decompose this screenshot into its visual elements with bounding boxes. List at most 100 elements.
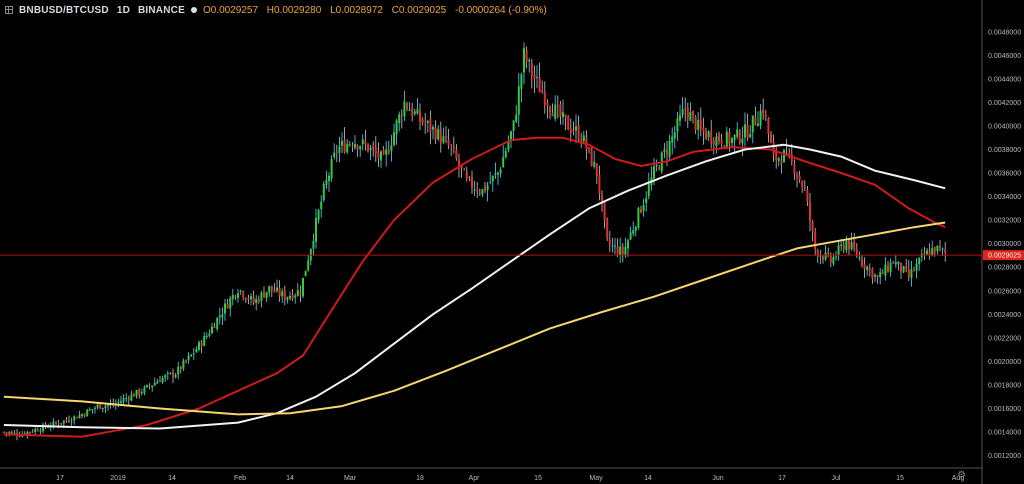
candle-body [140,392,143,394]
candle-body [879,272,882,278]
candle-body [528,60,531,62]
candle-body [437,128,440,140]
candle-body [291,294,294,299]
candle-body [390,145,393,152]
interval-label: 1D [116,4,130,16]
candle-body [536,76,538,78]
candle-body [39,430,42,432]
symbol-title[interactable]: BNBUSD/BTCUSD 1D BINANCE [19,5,185,16]
candle-body [406,103,408,109]
candle-body [265,291,268,299]
candle-body [356,145,359,150]
candle-body [244,298,247,300]
candle-body [411,107,414,116]
candle-body [554,104,557,119]
candle-body [923,253,926,256]
candle-body [637,207,640,228]
candle-body [153,382,156,386]
market-status-icon [190,7,197,13]
x-tick-label: 17 [778,475,786,482]
candle-body [741,138,744,144]
candle-body [278,287,281,297]
candle-body [315,218,317,242]
candle-body [894,262,897,265]
candle-body [491,175,494,182]
candle-body [546,102,549,106]
x-tick-label: Jul [832,475,841,482]
candle-body [897,261,900,264]
candle-body [203,335,206,346]
symbol-name: BNBUSD/BTCUSD [19,4,109,16]
candle-body [281,291,284,297]
candle-body [889,262,892,273]
candle-body [515,114,518,122]
candle-body [510,131,512,140]
gear-icon[interactable]: ⚙ [957,470,966,481]
candle-body [697,119,700,130]
candle-body [260,292,263,302]
candle-body [398,114,401,124]
candle-body [647,183,650,197]
candle-body [861,258,863,266]
candle-body [767,118,770,134]
candle-body [572,131,575,133]
candle-body [549,107,551,113]
x-tick-label: 14 [644,475,652,482]
candle-body [941,248,944,250]
price-axis[interactable]: 0.0048000 0.0046000 0.0044000 0.0042000 0.00… [981,0,1021,484]
candle-body [294,295,297,298]
candle-body [481,189,484,195]
candle-body [8,432,11,434]
candle-body [494,173,497,175]
y-tick-label: 0.0026000 [988,288,1021,295]
y-tick-label: 0.0046000 [988,53,1021,60]
time-axis[interactable]: 17 2019 14 Feb 14 Mar 18 Apr 15 May 14 Jun 17 Jul 15 Au… [0,467,982,482]
x-tick-label: 14 [168,475,176,482]
candle-body [143,387,146,393]
candle-body [104,405,107,409]
candle-body [871,268,874,279]
candle-body [174,374,177,378]
candle-body [447,139,450,146]
candle-body [655,165,658,167]
candle-body [413,111,416,114]
candle-body [884,264,887,276]
candle-body [842,244,845,250]
candle-body [502,157,505,168]
candle-body [226,304,229,309]
candle-body [738,130,741,143]
candle-body [135,389,138,397]
candle-body [577,125,580,141]
candle-body [801,181,804,188]
candle-body [788,153,791,155]
candle-body [645,197,648,204]
x-tick-label: Aug [952,475,965,482]
candle-body [328,175,330,182]
y-tick-label: 0.0044000 [988,76,1021,83]
candle-body [276,287,278,291]
close-value: C0.0029025 [391,4,447,16]
candle-body [380,151,382,161]
candle-body [473,189,476,191]
candle-body [866,266,869,271]
candle-body [75,417,78,419]
candle-body [900,262,902,272]
expand-icon[interactable] [5,6,13,14]
candle-body [614,245,616,247]
candle-body [250,296,252,300]
candle-body [507,142,510,151]
candle-body [382,149,385,154]
candle-body [172,372,174,378]
candle-body [221,314,224,318]
candle-body [237,293,239,299]
candle-body [822,256,824,260]
candle-body [73,416,76,421]
candle-body [913,270,915,272]
candle-body [192,353,195,355]
x-tick-label: 15 [896,475,904,482]
candle-body [403,101,406,117]
candle-body [809,201,811,221]
candle-body [322,184,325,201]
candle-body [369,147,372,151]
